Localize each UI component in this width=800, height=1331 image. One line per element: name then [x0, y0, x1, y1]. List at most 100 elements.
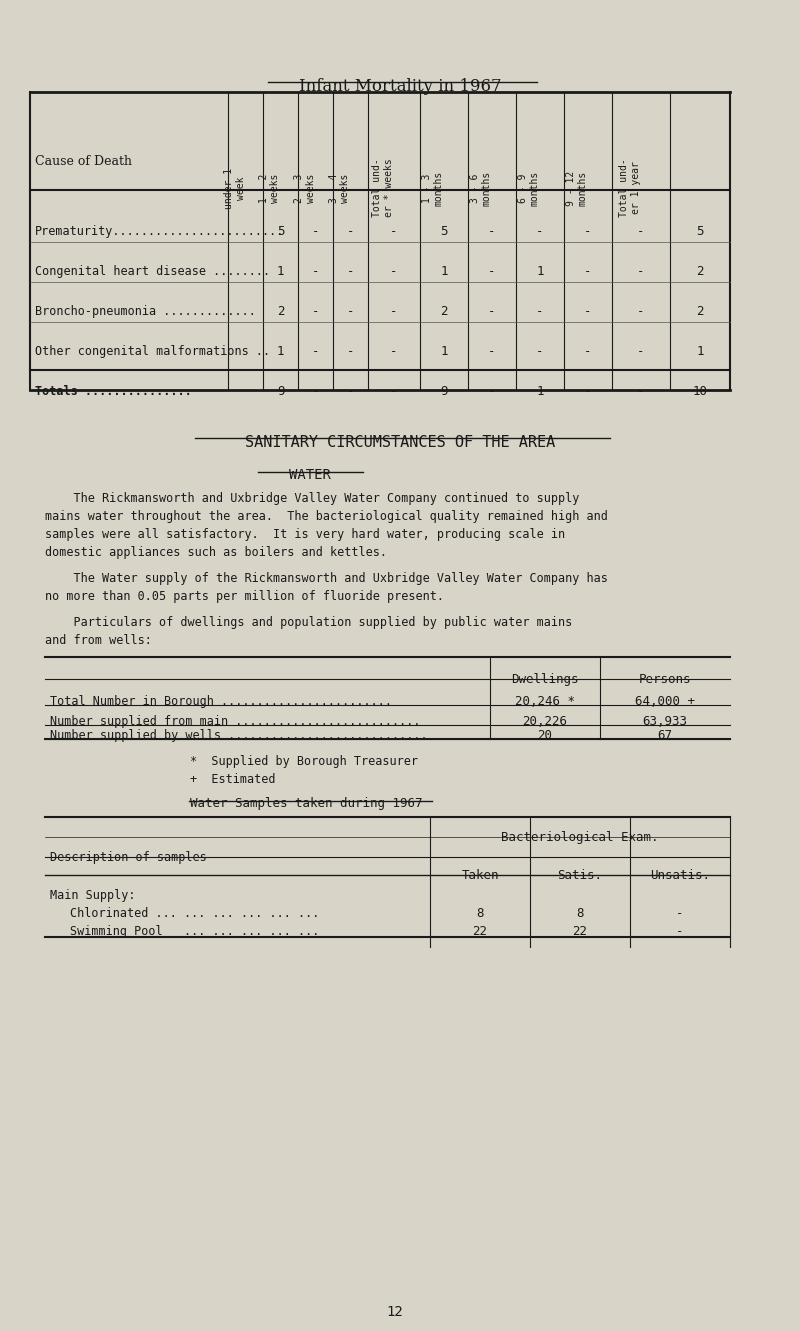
Text: -: - [312, 225, 319, 238]
Text: -: - [638, 305, 645, 318]
Text: and from wells:: and from wells: [45, 634, 152, 647]
Text: SANITARY CIRCUMSTANCES OF THE AREA: SANITARY CIRCUMSTANCES OF THE AREA [245, 435, 555, 450]
Text: 1: 1 [440, 265, 448, 278]
Text: *  Supplied by Borough Treasurer: * Supplied by Borough Treasurer [190, 755, 418, 768]
Text: -: - [536, 305, 544, 318]
Text: 22: 22 [573, 925, 587, 938]
Text: -: - [312, 385, 319, 398]
Text: Totals ...............: Totals ............... [35, 385, 192, 398]
Text: 1 - 2
weeks: 1 - 2 weeks [259, 173, 281, 202]
Text: Description of samples: Description of samples [50, 851, 206, 864]
Text: Particulars of dwellings and population supplied by public water mains: Particulars of dwellings and population … [45, 616, 572, 630]
Text: 9 - 12
months: 9 - 12 months [566, 170, 588, 205]
Text: 20: 20 [538, 729, 553, 741]
Text: 20,226: 20,226 [522, 715, 567, 728]
Text: 5: 5 [696, 225, 704, 238]
Text: -: - [638, 345, 645, 358]
Text: 2: 2 [696, 305, 704, 318]
Text: -: - [638, 225, 645, 238]
Text: -: - [390, 305, 398, 318]
Text: 1: 1 [536, 265, 544, 278]
Text: no more than 0.05 parts per million of fluoride present.: no more than 0.05 parts per million of f… [45, 590, 444, 603]
Text: 9: 9 [440, 385, 448, 398]
Text: 1: 1 [440, 345, 448, 358]
Text: Broncho-pneumonia .............: Broncho-pneumonia ............. [35, 305, 256, 318]
Text: Swimming Pool   ... ... ... ... ...: Swimming Pool ... ... ... ... ... [70, 925, 319, 938]
Text: -: - [638, 385, 645, 398]
Text: -: - [584, 385, 592, 398]
Text: -: - [346, 305, 354, 318]
Text: 2: 2 [440, 305, 448, 318]
Text: -: - [390, 225, 398, 238]
Text: under 1
week: under 1 week [224, 168, 246, 209]
Text: 8: 8 [576, 906, 584, 920]
Text: -: - [488, 225, 496, 238]
Text: -: - [488, 345, 496, 358]
Text: -: - [488, 385, 496, 398]
Text: -: - [390, 345, 398, 358]
Text: -: - [536, 225, 544, 238]
Text: 2 - 3
weeks: 2 - 3 weeks [294, 173, 315, 202]
Text: Main Supply:: Main Supply: [50, 889, 135, 902]
Text: -: - [584, 305, 592, 318]
Text: -: - [346, 265, 354, 278]
Text: Total und-
er 1 year: Total und- er 1 year [619, 158, 641, 217]
Text: -: - [488, 305, 496, 318]
Text: 3 - 4
weeks: 3 - 4 weeks [329, 173, 350, 202]
Text: -: - [584, 265, 592, 278]
Text: 1: 1 [696, 345, 704, 358]
Text: Prematurity........................: Prematurity........................ [35, 225, 284, 238]
Text: -: - [584, 345, 592, 358]
Text: 5: 5 [277, 225, 284, 238]
Text: 2: 2 [696, 265, 704, 278]
Text: 2: 2 [277, 305, 284, 318]
Text: 9: 9 [277, 385, 284, 398]
Text: Taken: Taken [462, 869, 498, 882]
Text: Number supplied from main ..........................: Number supplied from main ..............… [50, 715, 421, 728]
Text: 22: 22 [473, 925, 487, 938]
Text: 1: 1 [277, 345, 284, 358]
Text: 3 - 6
months: 3 - 6 months [470, 170, 492, 205]
Text: 8: 8 [476, 906, 484, 920]
Text: -: - [346, 225, 354, 238]
Text: Infant Mortality in 1967: Infant Mortality in 1967 [298, 79, 502, 95]
Text: -: - [346, 345, 354, 358]
Text: Total und-
er * weeks: Total und- er * weeks [372, 158, 394, 217]
Text: 67: 67 [658, 729, 673, 741]
Text: -: - [312, 345, 319, 358]
Text: -: - [676, 925, 684, 938]
Text: mains water throughout the area.  The bacteriological quality remained high and: mains water throughout the area. The bac… [45, 510, 608, 523]
Text: The Rickmansworth and Uxbridge Valley Water Company continued to supply: The Rickmansworth and Uxbridge Valley Wa… [45, 492, 579, 504]
Text: -: - [312, 305, 319, 318]
Text: -: - [390, 385, 398, 398]
Text: The Water supply of the Rickmansworth and Uxbridge Valley Water Company has: The Water supply of the Rickmansworth an… [45, 572, 608, 586]
Text: 5: 5 [440, 225, 448, 238]
Text: Chlorinated ... ... ... ... ... ...: Chlorinated ... ... ... ... ... ... [70, 906, 319, 920]
Text: 1 - 3
months: 1 - 3 months [422, 170, 444, 205]
Text: -: - [312, 265, 319, 278]
Text: Water Samples taken during 1967: Water Samples taken during 1967 [190, 797, 422, 811]
Text: -: - [536, 345, 544, 358]
Text: 12: 12 [386, 1304, 403, 1319]
Text: +  Estimated: + Estimated [190, 773, 275, 787]
Text: samples were all satisfactory.  It is very hard water, producing scale in: samples were all satisfactory. It is ver… [45, 528, 565, 540]
Text: domestic appliances such as boilers and kettles.: domestic appliances such as boilers and … [45, 546, 387, 559]
Text: 1: 1 [536, 385, 544, 398]
Text: Dwellings: Dwellings [511, 673, 578, 685]
Text: 1: 1 [277, 265, 284, 278]
Text: Unsatis.: Unsatis. [650, 869, 710, 882]
Text: 63,933: 63,933 [642, 715, 687, 728]
Text: Satis.: Satis. [558, 869, 602, 882]
Text: -: - [676, 906, 684, 920]
Text: 20,246 *: 20,246 * [515, 695, 575, 708]
Text: -: - [346, 385, 354, 398]
Text: Cause of Death: Cause of Death [35, 154, 132, 168]
Text: Other congenital malformations ..: Other congenital malformations .. [35, 345, 270, 358]
Text: Congenital heart disease ........: Congenital heart disease ........ [35, 265, 270, 278]
Text: WATER: WATER [289, 469, 331, 482]
Text: Persons: Persons [638, 673, 691, 685]
Text: 10: 10 [693, 385, 707, 398]
Text: Number supplied by wells ............................: Number supplied by wells ...............… [50, 729, 428, 741]
Text: Bacteriological Exam.: Bacteriological Exam. [502, 831, 658, 844]
Text: -: - [638, 265, 645, 278]
